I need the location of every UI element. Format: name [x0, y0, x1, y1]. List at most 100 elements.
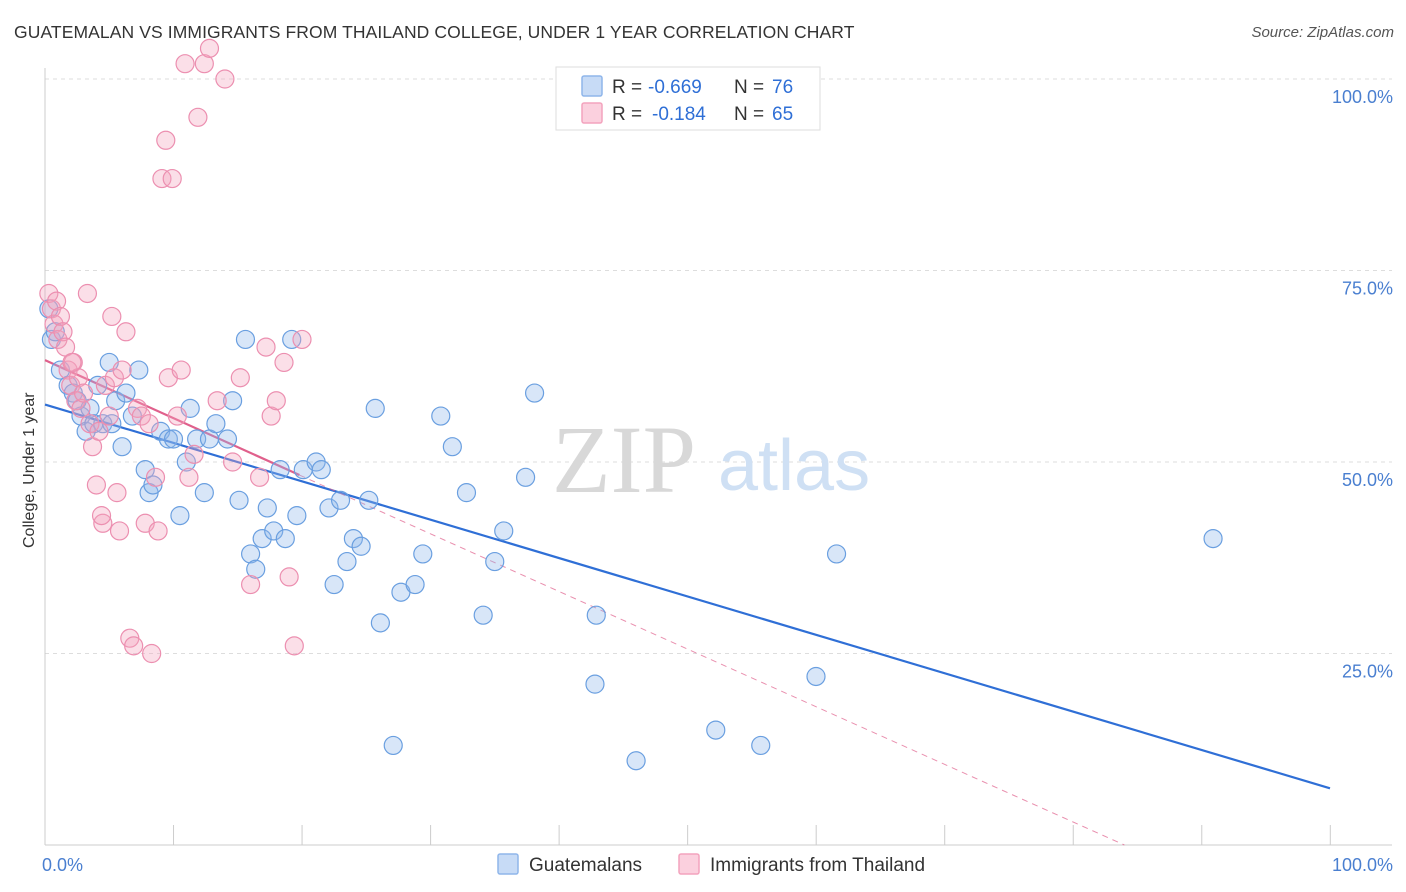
thailand-point-6	[53, 322, 73, 342]
series-label-guatemalans: Guatemalans	[529, 855, 642, 876]
thailand-point-18	[86, 475, 107, 495]
thailand-point-35	[142, 643, 162, 664]
watermark-zip: ZIP	[552, 406, 696, 513]
y-tick-labels: 25.0% 50.0% 75.0% 100.0%	[1332, 87, 1393, 682]
thailand-point-30	[124, 636, 144, 656]
thailand-point-55	[249, 467, 270, 487]
thailand-point-43	[171, 360, 191, 380]
guatemalan-point-55	[359, 490, 379, 510]
thailand-point-39	[156, 130, 176, 150]
thailand-point-47	[188, 107, 208, 127]
guatemalan-point-34	[223, 391, 243, 411]
thailand-point-32	[131, 406, 151, 426]
guatemalan-point-43	[275, 528, 295, 549]
legend-r-value-1: -0.669	[648, 77, 702, 98]
legend-r-label-2: R =	[612, 104, 642, 125]
source-label: Source: ZipAtlas.com	[1251, 24, 1394, 41]
thailand-point-25	[107, 483, 127, 503]
guatemalan-point-58	[383, 735, 403, 756]
guatemalan-point-38	[246, 559, 266, 579]
guatemalan-point-25	[163, 429, 184, 449]
guatemalan-point-75	[806, 666, 826, 687]
legend-swatch-pink	[581, 102, 603, 124]
guatemalan-point-67	[494, 521, 514, 541]
legend-r-value-2: -0.184	[652, 104, 706, 125]
guatemalan-point-61	[413, 544, 433, 564]
guatemalan-point-57	[370, 613, 390, 633]
thailand-point-54	[241, 574, 261, 595]
legend-n-label-1: N =	[734, 77, 764, 98]
guatemalan-point-20	[135, 460, 155, 480]
y-tick-label-2: 75.0%	[1342, 279, 1393, 299]
guatemalan-point-60	[405, 574, 425, 595]
thailand-point-0	[39, 283, 59, 304]
guatemalan-point-35	[229, 490, 249, 510]
x-tick-label-0: 0.0%	[42, 855, 83, 875]
guatemalan-point-76	[826, 544, 847, 564]
thailand-point-34	[139, 414, 159, 434]
thailand-point-38	[152, 168, 172, 189]
thailand-point-60	[279, 567, 299, 587]
thailand-point-13	[71, 398, 91, 418]
thailand-point-45	[179, 467, 199, 487]
thailand-point-14	[73, 383, 94, 403]
thailand-point-26	[109, 521, 130, 541]
guatemalan-point-71	[586, 605, 606, 625]
guatemalan-point-37	[241, 544, 261, 564]
guatemalan-point-65	[473, 605, 493, 625]
thailand-point-63	[62, 352, 82, 373]
thailand-point-3	[46, 291, 67, 311]
legend-n-value-2: 65	[772, 104, 793, 125]
guatemalan-point-73	[706, 720, 726, 740]
legend-r-label-1: R =	[612, 77, 642, 98]
thailand-point-22	[99, 406, 119, 426]
thailand-point-57	[261, 406, 281, 426]
guatemalan-point-40	[257, 498, 277, 518]
y-tick-label-0: 25.0%	[1342, 662, 1393, 682]
legend-swatch-blue	[581, 75, 603, 97]
thailand-point-44	[175, 54, 195, 74]
thailand-point-49	[199, 38, 220, 58]
series-label-thailand: Immigrants from Thailand	[710, 855, 925, 876]
guatemalan-point-64	[456, 483, 477, 503]
series-legend: Guatemalans Immigrants from Thailand	[497, 853, 925, 876]
thailand-point-36	[145, 467, 166, 487]
thailand-point-42	[167, 406, 187, 426]
series-swatch-guatemalans	[497, 853, 519, 875]
y-axis-label: College, Under 1 year	[21, 392, 38, 548]
series-swatch-thailand	[678, 853, 700, 875]
x-tick-label-1: 100.0%	[1332, 855, 1393, 875]
thailand-point-23	[102, 306, 122, 327]
guatemalan-point-74	[751, 735, 771, 756]
guatemalan-point-45	[287, 506, 307, 526]
guatemalan-point-17	[116, 383, 136, 403]
thailand-point-51	[215, 69, 235, 89]
guatemalan-point-52	[337, 551, 357, 572]
thailand-point-5	[50, 306, 71, 327]
trendline-extension-1	[299, 474, 1125, 846]
guatemalan-point-44	[282, 329, 302, 350]
y-tick-label-3: 100.0%	[1332, 87, 1393, 107]
thailand-point-59	[274, 352, 294, 373]
thailand-point-28	[116, 322, 136, 342]
guatemalan-point-56	[365, 398, 385, 418]
x-tick-labels: 0.0% 100.0%	[42, 855, 1393, 875]
thailand-point-37	[148, 521, 168, 541]
guatemalan-point-51	[330, 490, 351, 510]
thailand-point-48	[194, 54, 214, 74]
guatemalan-point-72	[626, 751, 646, 771]
thailand-point-20	[93, 513, 113, 533]
thailand-point-61	[284, 636, 304, 656]
thailand-point-41	[162, 168, 182, 189]
guatemalan-point-36	[235, 329, 256, 350]
legend-n-value-1: 76	[772, 77, 793, 98]
thailand-point-24	[104, 368, 124, 388]
watermark: ZIP atlas	[552, 406, 870, 513]
guatemalan-point-30	[194, 483, 214, 503]
chart-title: GUATEMALAN VS IMMIGRANTS FROM THAILAND C…	[14, 22, 855, 42]
guatemalan-point-39	[252, 528, 272, 549]
watermark-atlas: atlas	[718, 426, 870, 506]
legend-n-label-2: N =	[734, 104, 764, 125]
guatemalan-point-33	[217, 429, 238, 449]
